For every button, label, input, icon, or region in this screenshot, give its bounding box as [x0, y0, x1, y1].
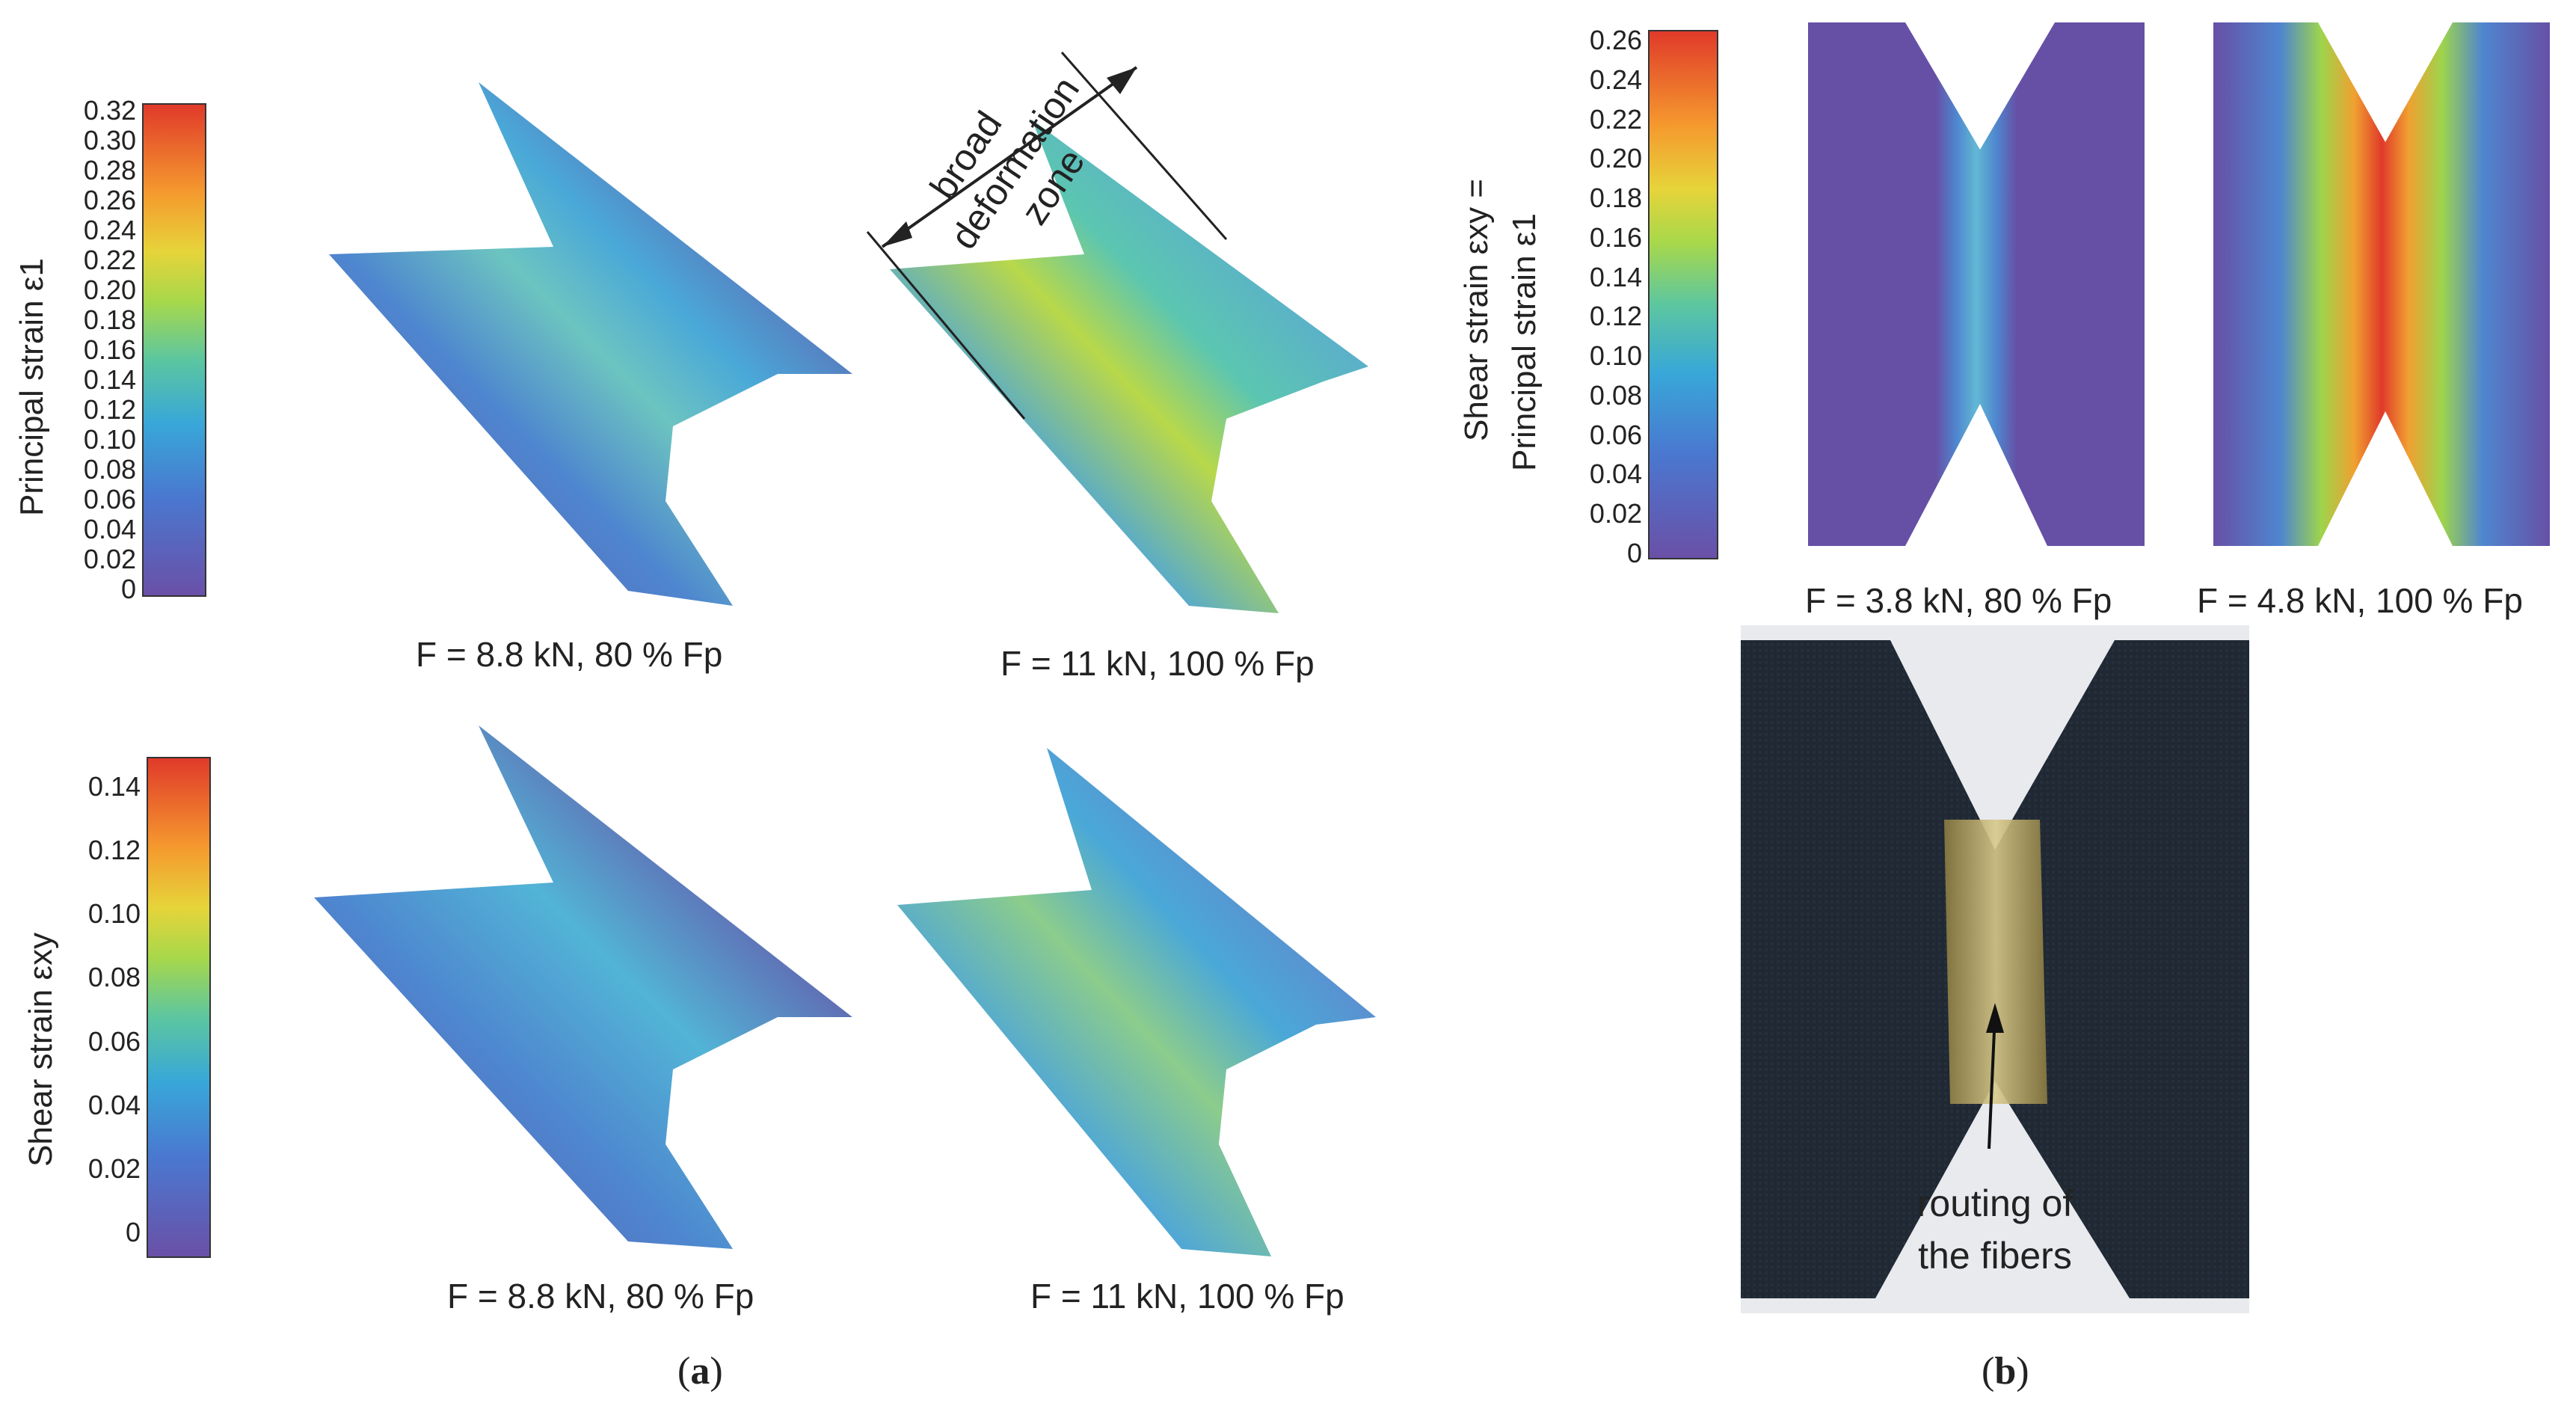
colorbar-tick-label: 0.26 [83, 185, 136, 215]
specimen-photo: routing of the fibers [1741, 625, 2249, 1313]
colorbar-title-line1: Shear strain εxy = [1458, 179, 1495, 441]
colorbar-tick-label: 0.18 [83, 304, 136, 335]
colorbar-tick-label: 0.04 [83, 514, 136, 544]
strain-map-b-right [2213, 22, 2550, 546]
panel-label-b: (b) [1982, 1350, 2029, 1393]
colorbar-tick-label: 0.12 [87, 835, 141, 866]
colorbar-tick-label: 0.06 [87, 1025, 141, 1057]
colorbar-tick-label: 0.24 [1589, 64, 1642, 95]
colorbar-tick-label: 0.28 [83, 155, 136, 185]
colorbar-tick-label: 0.02 [87, 1152, 141, 1184]
colorbar-tick-label: 0 [125, 1217, 141, 1247]
colorbar-tick-label: 0.12 [83, 394, 136, 425]
colorbar-tick-label: 0.22 [1589, 103, 1642, 135]
caption-bottom-left: F = 8.8 kN, 80 % Fp [447, 1277, 754, 1316]
strain-map-bottom-right [897, 748, 1376, 1256]
caption-b-left: F = 3.8 kN, 80 % Fp [1805, 581, 2112, 620]
colorbar-tick-label: 0.02 [83, 544, 136, 574]
colorbar-tick-label: 0.30 [83, 125, 136, 156]
caption-top-right: F = 11 kN, 100 % Fp [1000, 644, 1315, 683]
caption-top-left: F = 8.8 kN, 80 % Fp [416, 635, 723, 674]
colorbar-tick-label: 0.14 [87, 771, 141, 802]
deformation-zone-annotation: broad deformation zone [866, 52, 1228, 420]
colorbar-tick-label: 0.10 [87, 898, 141, 930]
colorbar-tick-label: 0.22 [83, 245, 136, 275]
colorbar-tick-label: 0.08 [87, 962, 141, 993]
colorbar-tick-label: 0.02 [1589, 498, 1642, 530]
colorbar-tick-label: 0.10 [1589, 340, 1642, 372]
colorbar-tick-label: 0.16 [1589, 221, 1642, 253]
colorbar-tick-label: 0.14 [1589, 261, 1642, 292]
strain-map-bottom-left [314, 725, 852, 1249]
photo-annotation-line1: routing of [1917, 1182, 2074, 1224]
colorbar-tick-label: 0.16 [83, 334, 136, 365]
colorbar-title-principal-strain: Principal strain ε1 [13, 258, 50, 516]
strain-map-top-left [329, 82, 852, 606]
colorbar-tick-label: 0.14 [83, 364, 136, 395]
colorbar-tick-label: 0.12 [1589, 301, 1642, 332]
caption-bottom-right: F = 11 kN, 100 % Fp [1030, 1277, 1344, 1316]
colorbar-tick-label: 0.32 [83, 95, 136, 126]
caption-b-right: F = 4.8 kN, 100 % Fp [2197, 581, 2523, 620]
colorbar-tick-label: 0.04 [1589, 458, 1642, 490]
colorbar-tick-label: 0.08 [1589, 379, 1642, 411]
colorbar-tick-label: 0.20 [83, 274, 136, 305]
colorbar-title-shear-strain: Shear strain εxy [22, 932, 59, 1167]
colorbar-title-line2: Principal strain ε1 [1506, 213, 1543, 471]
colorbar-tick-label: 0.04 [87, 1089, 141, 1120]
colorbar-tick-label: 0.24 [83, 215, 136, 245]
strain-map-b-left [1808, 22, 2145, 546]
colorbar-tick-label: 0 [1626, 538, 1642, 568]
colorbar-tick-label: 0.18 [1589, 182, 1642, 214]
colorbar-tick-label: 0.10 [83, 424, 136, 455]
colorbar-tick-label: 0.20 [1589, 143, 1642, 174]
colorbar-tick-label: 0 [120, 574, 136, 604]
colorbar-tick-label: 0.06 [83, 484, 136, 515]
photo-annotation-line2: the fibers [1918, 1235, 2072, 1277]
strain-map-top-right [890, 120, 1368, 613]
colorbar-tick-label: 0.06 [1589, 419, 1642, 450]
panel-label-a: (a) [677, 1350, 723, 1393]
colorbar-tick-label: 0.08 [83, 454, 136, 485]
colorbar-tick-label: 0.26 [1589, 25, 1642, 55]
